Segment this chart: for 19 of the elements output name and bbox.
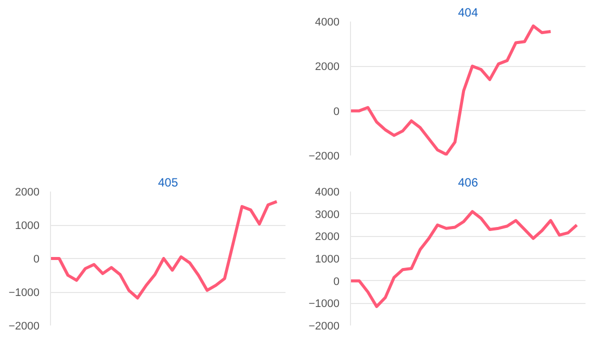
y-tick-label: 0 (333, 106, 340, 118)
y-tick-label: 2000 (15, 186, 40, 198)
y-tick-label: 0 (333, 276, 340, 288)
y-tick-label: 3000 (315, 208, 340, 221)
y-tick-label: 1000 (15, 220, 40, 232)
y-tick-label: −1000 (308, 298, 340, 310)
y-tick-label: −1000 (8, 287, 40, 299)
y-tick-label: 1000 (315, 254, 340, 266)
y-tick-label: −2000 (308, 150, 340, 162)
y-tick-label: 2000 (315, 61, 340, 74)
y-tick-label: 4000 (315, 186, 340, 198)
chart-title: 405 (158, 176, 178, 190)
y-tick-label: 2000 (315, 231, 340, 244)
y-tick-label: 4000 (315, 16, 340, 28)
chart-title: 406 (458, 176, 478, 190)
y-tick-label: 0 (33, 254, 40, 266)
y-tick-label: −2000 (8, 320, 40, 332)
y-tick-label: −2000 (308, 320, 340, 332)
chart-title: 404 (458, 6, 478, 20)
